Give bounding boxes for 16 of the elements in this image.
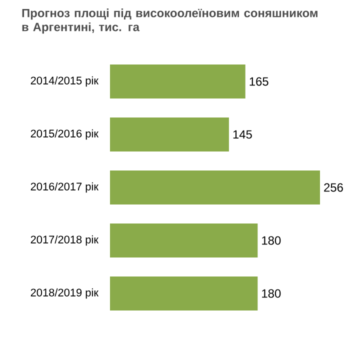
bar [110, 276, 258, 311]
data-label: 256 [324, 183, 343, 192]
y-tick-label: 2014/2015 рік [30, 76, 99, 87]
y-tick-label: 2016/2017 рік [30, 182, 99, 193]
data-label: 145 [233, 130, 252, 139]
bar [110, 118, 229, 152]
bar [110, 170, 320, 205]
y-tick-label: 2018/2019 рік [30, 288, 99, 299]
y-tick-label: 2017/2018 рік [30, 235, 99, 246]
data-label: 165 [250, 77, 268, 86]
bar [110, 64, 246, 99]
data-label: 180 [262, 236, 281, 245]
bar [110, 224, 258, 258]
y-tick-label: 2015/2016 рік [30, 129, 99, 140]
chart-title: Прогноз площі під високоолеїновим соняшником в Аргентині, тис. га [22, 8, 318, 34]
data-label: 180 [262, 289, 281, 298]
